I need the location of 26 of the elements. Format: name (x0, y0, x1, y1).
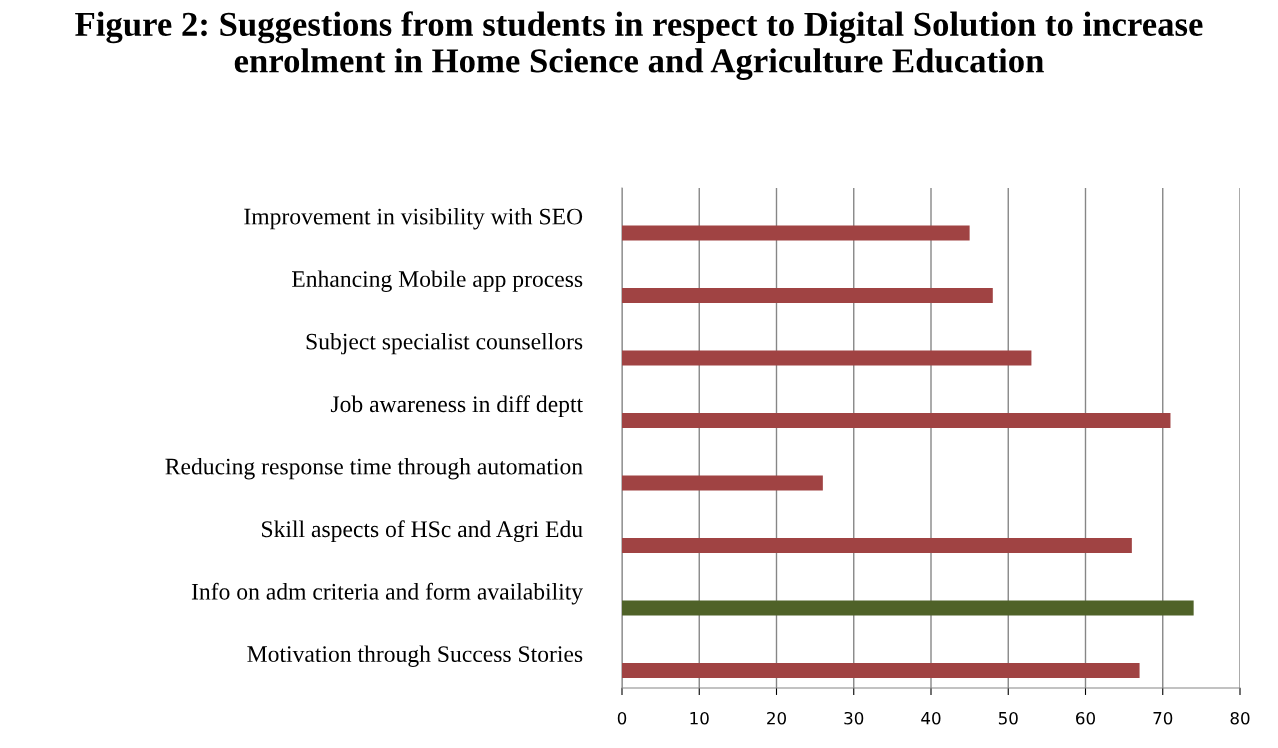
chart-title: Figure 2: Suggestions from students in respect to Digital Solution to increase enrolment in Home Science and Agriculture Education (75, 11, 1203, 80)
y-tick-label: Enhancing Mobile app process (292, 270, 583, 292)
bar (622, 225, 970, 241)
bar (622, 663, 1140, 678)
bar (622, 538, 1132, 553)
x-tick-label: 0 (617, 711, 627, 725)
x-tick-label: 80 (1230, 711, 1250, 725)
y-tick-label: Reducing response time through automation (165, 457, 583, 480)
bar (622, 350, 1032, 366)
y-tick-label: Improvement in visibility with SEO (244, 207, 583, 230)
bar (622, 288, 993, 303)
x-tick-label: 10 (690, 711, 709, 725)
y-tick-label: Motivation through Success Stories (247, 645, 583, 667)
bar (622, 413, 1171, 428)
bar (622, 475, 823, 491)
x-tick-label: 50 (998, 711, 1018, 725)
x-tick-label: 30 (844, 711, 864, 725)
x-tick-label: 20 (767, 711, 786, 725)
y-tick-label: Skill aspects of HSc and Agri Edu (262, 520, 583, 543)
y-tick-label: Info on adm criteria and form availability (191, 582, 584, 605)
y-tick-label: Job awareness in diff deptt (330, 395, 583, 417)
bar (622, 600, 1194, 616)
x-tick-label: 40 (921, 711, 941, 725)
y-tick-label: Subject specialist counsellors (306, 332, 583, 355)
x-tick-label: 70 (1153, 711, 1173, 725)
x-tick-label: 60 (1076, 711, 1095, 725)
